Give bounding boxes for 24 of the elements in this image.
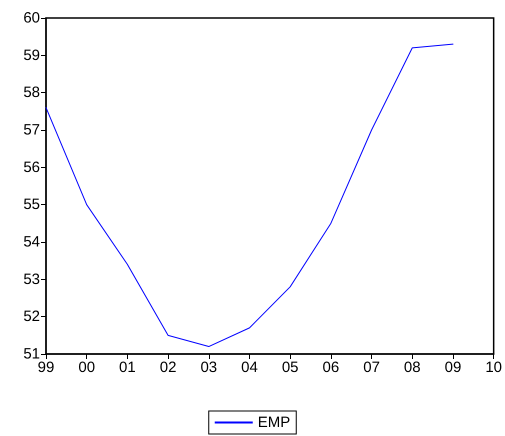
line-series [46,44,454,348]
x-tick-label: 04 [241,359,258,376]
x-tick-label: 05 [282,359,299,376]
y-tick-label: 52 [23,308,40,326]
x-tick-label: 01 [119,359,136,376]
x-tick-label: 03 [200,359,218,376]
x-tick-label: 99 [38,359,54,376]
y-tick-label: 53 [23,270,40,288]
y-tick-label: 57 [23,122,40,138]
y-tick-label: 54 [23,234,40,250]
y-tick-label: 56 [23,158,40,176]
x-tick-label: 06 [322,359,340,376]
x-tick-label: 07 [363,359,380,376]
y-tick-label: 55 [23,196,40,214]
y-tick-label: 60 [23,10,40,26]
y-tick-label: 58 [23,84,40,102]
x-tick-label: 00 [78,359,96,376]
y-tick-label: 59 [23,46,40,64]
x-tick-label: 10 [485,359,502,376]
x-tick-label: 02 [160,359,176,376]
x-tick-label: 09 [444,359,462,376]
x-tick-label: 08 [404,359,421,376]
legend-label: EMP [258,414,290,431]
y-tick-label: 51 [23,346,40,362]
